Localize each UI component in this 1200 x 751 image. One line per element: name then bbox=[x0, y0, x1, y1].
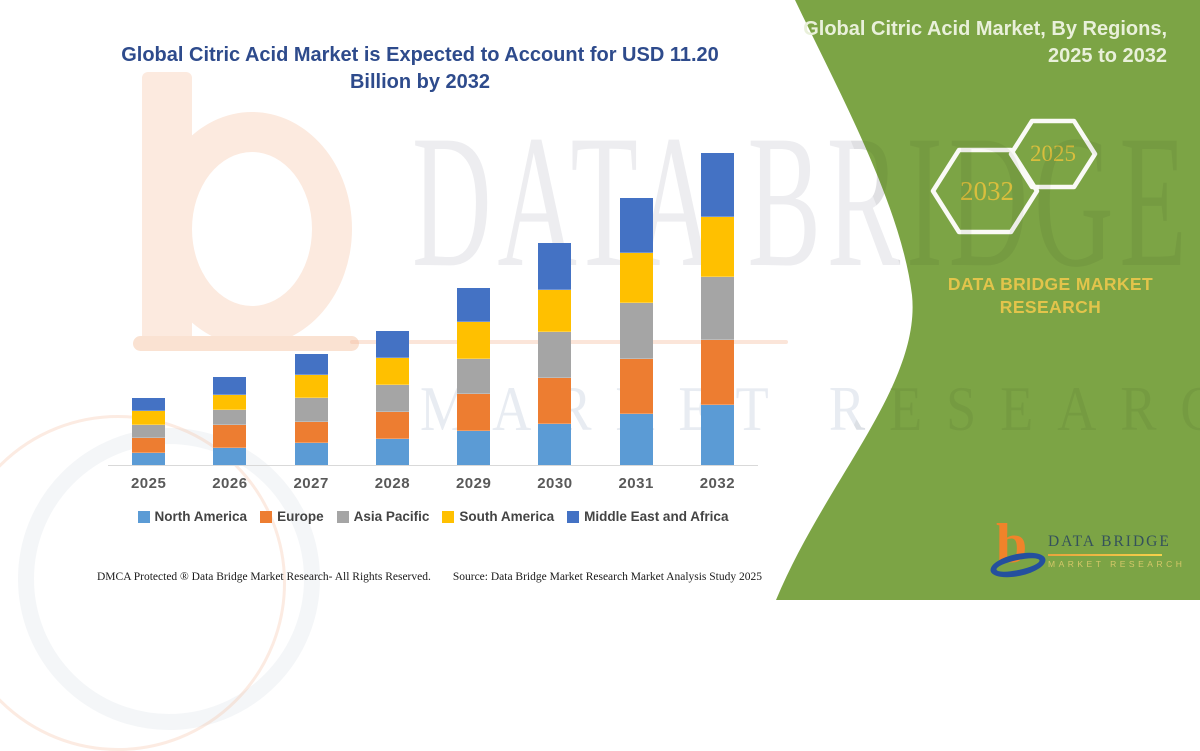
footer-source-text: Source: Data Bridge Market Research Mark… bbox=[452, 571, 762, 583]
footer-dmca-text: DMCA Protected ® Data Bridge Market Rese… bbox=[97, 571, 431, 583]
bar-group-2031 bbox=[596, 197, 677, 465]
bar-segment-north-america bbox=[375, 439, 409, 465]
bar-segment-middle-east-and-africa bbox=[132, 398, 166, 412]
bar-group-2028 bbox=[352, 331, 433, 465]
bar-2029 bbox=[457, 287, 491, 465]
bar-segment-asia-pacific bbox=[457, 358, 491, 394]
x-axis-label-2031: 2031 bbox=[618, 475, 654, 492]
legend-item-europe: Europe bbox=[260, 509, 324, 524]
x-axis-label-2030: 2030 bbox=[537, 475, 573, 492]
bar-segment-europe bbox=[457, 393, 491, 431]
bar-group-2025 bbox=[108, 398, 189, 465]
bar-segment-middle-east-and-africa bbox=[375, 331, 409, 359]
legend-label: South America bbox=[459, 509, 555, 524]
bar-segment-north-america bbox=[294, 443, 328, 465]
bar-2032 bbox=[700, 152, 734, 465]
bar-2028 bbox=[375, 331, 409, 465]
bar-2031 bbox=[619, 197, 653, 465]
bar-group-2027 bbox=[271, 354, 352, 465]
legend-label: Europe bbox=[277, 509, 324, 524]
bar-group-2032 bbox=[677, 152, 758, 465]
x-axis-label-2029: 2029 bbox=[455, 475, 492, 492]
chart-legend: North America Europe Asia Pacific South Ame… bbox=[108, 509, 758, 524]
bar-segment-south-america bbox=[700, 217, 734, 277]
bar-segment-middle-east-and-africa bbox=[538, 243, 572, 291]
bar-segment-middle-east-and-africa bbox=[213, 376, 247, 395]
bar-segment-middle-east-and-africa bbox=[294, 354, 328, 375]
bar-segment-europe bbox=[619, 358, 653, 414]
bar-segment-middle-east-and-africa bbox=[700, 152, 734, 218]
bar-segment-europe bbox=[538, 377, 572, 424]
x-axis-label-2026: 2026 bbox=[212, 475, 248, 492]
bar-2027 bbox=[294, 354, 328, 465]
bar-segment-north-america bbox=[538, 423, 572, 465]
legend-label: Asia Pacific bbox=[353, 509, 430, 524]
bar-2026 bbox=[213, 376, 247, 465]
legend-item-south-america: South America bbox=[442, 509, 554, 524]
bar-segment-asia-pacific bbox=[213, 409, 247, 425]
bar-segment-south-america bbox=[375, 358, 409, 385]
x-axis-label-2027: 2027 bbox=[293, 475, 329, 492]
bar-segment-south-america bbox=[213, 394, 247, 410]
bar-segment-south-america bbox=[132, 411, 166, 425]
bar-segment-middle-east-and-africa bbox=[619, 197, 653, 254]
bar-segment-asia-pacific bbox=[538, 331, 572, 378]
footer: DMCA Protected ® Data Bridge Market Rese… bbox=[97, 571, 762, 583]
bar-segment-north-america bbox=[700, 405, 734, 465]
legend-swatch-icon bbox=[442, 510, 455, 523]
bar-segment-europe bbox=[375, 412, 409, 440]
bar-group-2029 bbox=[433, 287, 514, 465]
legend-label: North America bbox=[154, 509, 248, 524]
plot-area bbox=[108, 140, 758, 466]
bar-segment-asia-pacific bbox=[619, 303, 653, 359]
legend-item-north-america: North America bbox=[137, 509, 248, 524]
bar-segment-asia-pacific bbox=[375, 384, 409, 413]
bar-segment-north-america bbox=[132, 452, 166, 465]
bar-segment-south-america bbox=[294, 374, 328, 399]
page-title: Global Citric Acid Market is Expected to… bbox=[121, 44, 719, 93]
bar-segment-europe bbox=[700, 339, 734, 406]
legend-swatch-icon bbox=[567, 510, 580, 523]
x-axis-label-2025: 2025 bbox=[130, 475, 167, 492]
bar-segment-south-america bbox=[457, 321, 491, 359]
legend-item-asia-pacific: Asia Pacific bbox=[336, 509, 430, 524]
bar-segment-asia-pacific bbox=[132, 424, 166, 438]
legend-label: Middle East and Africa bbox=[584, 509, 729, 524]
bar-segment-asia-pacific bbox=[700, 276, 734, 340]
bar-segment-north-america bbox=[457, 430, 491, 465]
legend-swatch-icon bbox=[137, 510, 150, 523]
legend-swatch-icon bbox=[260, 510, 273, 523]
x-axis-labels: 2025 2026 2027 2028 2029 2030 2031 2032 bbox=[108, 475, 758, 492]
bar-segment-north-america bbox=[213, 447, 247, 465]
bar-group-2030 bbox=[514, 243, 595, 465]
bar-segment-europe bbox=[213, 424, 247, 448]
bar-segment-middle-east-and-africa bbox=[457, 287, 491, 322]
bar-segment-europe bbox=[132, 437, 166, 453]
x-axis-label-2032: 2032 bbox=[699, 475, 736, 492]
bar-segment-south-america bbox=[538, 290, 572, 332]
stacked-bar-chart: 2025 2026 2027 2028 2029 2030 2031 2032 North A… bbox=[108, 140, 758, 524]
bar-segment-asia-pacific bbox=[294, 398, 328, 422]
watermark-b-foot bbox=[133, 336, 359, 351]
bar-group-2026 bbox=[189, 376, 270, 465]
x-axis-label-2028: 2028 bbox=[374, 475, 411, 492]
green-panel-shape bbox=[776, 0, 1200, 600]
legend-item-middle-east-and-africa: Middle East and Africa bbox=[567, 509, 728, 524]
bar-2030 bbox=[538, 243, 572, 465]
bar-segment-south-america bbox=[619, 253, 653, 304]
bar-segment-north-america bbox=[619, 413, 653, 465]
bar-2025 bbox=[132, 398, 166, 465]
legend-swatch-icon bbox=[336, 510, 349, 523]
bar-segment-europe bbox=[294, 421, 328, 444]
